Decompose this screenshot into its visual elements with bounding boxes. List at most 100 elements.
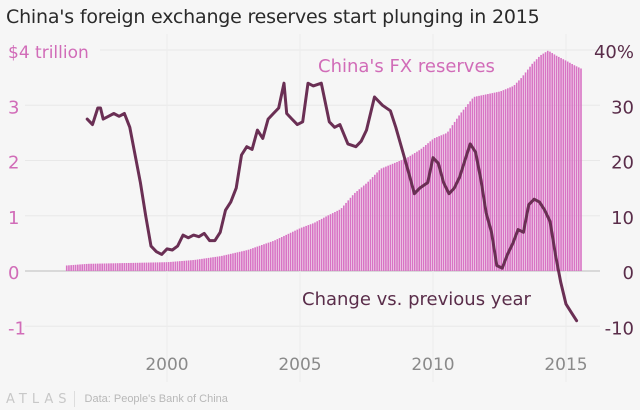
reserves-bar — [378, 170, 381, 271]
reserves-bar — [170, 261, 172, 271]
reserves-bar — [566, 61, 569, 272]
reserves-bar — [493, 92, 496, 271]
reserves-bar — [176, 261, 179, 271]
reserves-bar — [471, 98, 474, 272]
reserves-bar — [303, 226, 305, 271]
reserves-bar — [478, 95, 480, 271]
reserves-bar — [229, 253, 232, 271]
reserves-bar — [509, 87, 511, 271]
reserves-bar — [436, 137, 438, 271]
reserves-bar — [538, 56, 540, 271]
reserves-bar — [309, 224, 312, 271]
reserves-bar — [325, 216, 327, 271]
reserves-bar — [460, 112, 463, 272]
footer: ATLAS Data: People's Bank of China — [6, 390, 228, 408]
reserves-bar — [289, 232, 292, 271]
left-tick-label: 0 — [8, 263, 19, 284]
reserves-bar — [287, 233, 290, 271]
reserves-bar — [134, 262, 137, 271]
reserves-bar — [96, 263, 99, 271]
reserves-bar — [265, 243, 268, 271]
reserves-bar — [254, 247, 256, 271]
reserves-bar — [411, 154, 414, 271]
reserves-bar — [267, 242, 270, 271]
reserves-bar — [125, 263, 128, 271]
reserves-bar — [456, 118, 458, 271]
reserves-bar — [573, 65, 576, 271]
reserves-bar — [389, 164, 392, 271]
reserves-bar — [161, 262, 163, 271]
reserves-bar — [351, 195, 354, 271]
reserves-bar — [323, 217, 325, 271]
reserves-bar — [165, 262, 168, 271]
reserves-bar — [502, 90, 505, 271]
reserves-bar — [249, 248, 252, 271]
reserves-bar — [127, 262, 130, 271]
reserves-bar — [269, 241, 272, 271]
reserves-bar — [564, 60, 567, 271]
reserves-bar — [178, 261, 181, 271]
reserves-bar — [544, 52, 547, 272]
reserves-bar — [236, 252, 239, 271]
right-tick-label: 40% — [594, 42, 634, 63]
reserves-bar — [92, 263, 95, 271]
reserves-bar — [198, 259, 201, 271]
reserves-bar — [112, 263, 115, 271]
reserves-bar — [425, 145, 427, 271]
reserves-bar — [300, 227, 303, 271]
reserves-bar — [531, 63, 534, 271]
reserves-bar — [489, 93, 491, 271]
reserves-bar — [345, 202, 347, 271]
reserves-bar — [507, 88, 509, 271]
reserves-bar — [307, 225, 310, 271]
reserves-bar — [203, 258, 205, 271]
reserves-bar — [81, 264, 84, 271]
reserves-bar — [438, 136, 440, 271]
reserves-bar — [223, 255, 225, 271]
reserves-bar — [152, 262, 154, 271]
reserves-bar — [194, 259, 197, 271]
reserves-bar — [551, 53, 553, 271]
reserves-bar — [218, 256, 221, 271]
reserves-bar — [70, 265, 72, 271]
reserves-bar — [143, 262, 146, 271]
reserves-bar — [495, 92, 498, 271]
reserves-bar — [558, 56, 560, 271]
reserves-bar — [150, 262, 152, 271]
reserves-bar — [393, 162, 396, 271]
reserves-bar — [498, 91, 500, 272]
right-tick-label: 30 — [611, 97, 634, 118]
reserves-bar — [427, 143, 429, 271]
reserves-bar — [467, 104, 469, 272]
reserves-bar — [83, 264, 86, 271]
left-tick-label: -1 — [8, 318, 26, 339]
reserves-bar — [260, 244, 263, 271]
reserves-bar — [524, 72, 527, 271]
reserves-bar — [154, 262, 157, 271]
reserves-bar — [225, 254, 228, 271]
reserves-bar — [367, 181, 370, 271]
reserves-bar — [391, 163, 394, 271]
reserves-bar — [214, 256, 217, 271]
reserves-bar — [398, 161, 401, 271]
reserves-bar — [241, 251, 243, 271]
reserves-bar — [553, 54, 556, 271]
reserves-bar — [562, 59, 565, 272]
reserves-bar — [276, 239, 279, 271]
reserves-bar — [123, 263, 126, 271]
reserves-bar — [139, 262, 141, 271]
change-line-layer — [85, 81, 579, 323]
reserves-bar — [449, 128, 452, 271]
reserves-bar — [145, 262, 148, 271]
reserves-bar — [431, 139, 434, 271]
reserves-bar — [571, 63, 573, 271]
data-source: Data: People's Bank of China — [84, 393, 228, 405]
reserves-bar — [491, 93, 494, 271]
chart-title: China's foreign exchange reserves start … — [6, 6, 540, 28]
reserves-bar — [232, 253, 234, 271]
reserves-bar — [469, 101, 471, 271]
atlas-logo[interactable]: ATLAS — [6, 391, 72, 407]
reserves-bar — [132, 262, 135, 271]
